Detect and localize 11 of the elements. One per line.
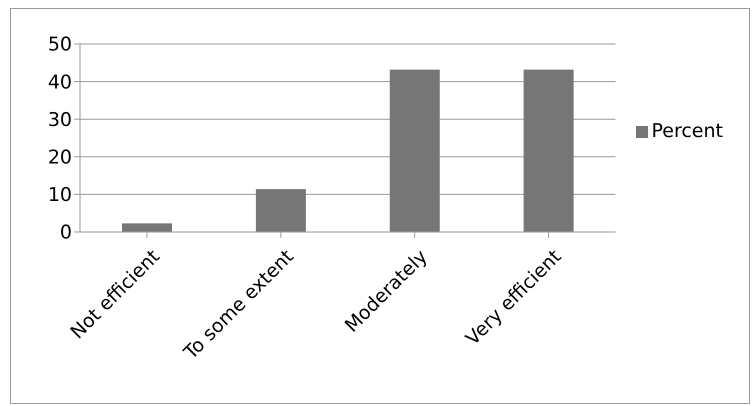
y-tick-label: 0 [60,222,72,244]
y-tick-label: 10 [48,184,72,206]
bar [524,70,574,232]
y-tick-label: 40 [48,71,72,94]
legend-label: Percent [652,120,723,142]
y-tick-label: 30 [48,108,72,131]
bar [390,70,440,232]
bar [122,223,172,232]
bar [256,189,306,232]
y-tick-label: 20 [48,146,72,169]
y-tick-label: 50 [48,34,72,56]
